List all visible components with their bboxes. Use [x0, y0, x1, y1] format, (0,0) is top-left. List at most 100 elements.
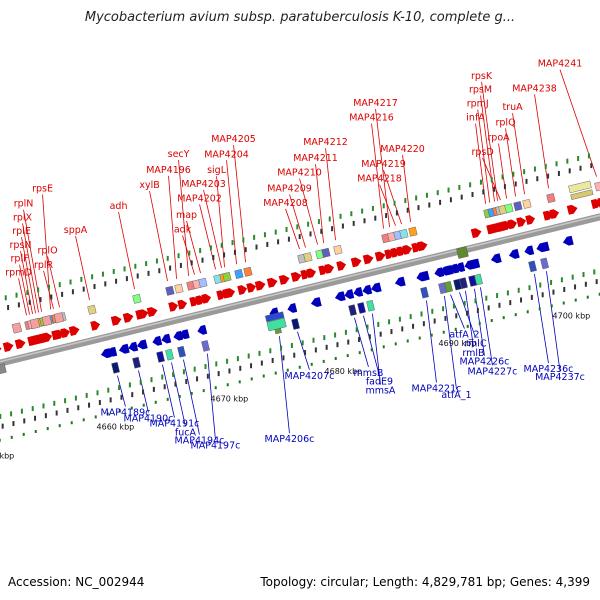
forward-gene-arrow [60, 328, 71, 339]
gene-label[interactable]: rplO [38, 245, 58, 256]
gene-label[interactable]: MAP4196 [146, 165, 191, 176]
forward-gene-arrow [306, 268, 317, 279]
track-dot [530, 294, 533, 300]
gene-label[interactable]: rpoA [487, 133, 510, 144]
track-dot [474, 298, 477, 304]
track-dot [525, 178, 528, 184]
gene-label[interactable]: MAP4206c [265, 434, 315, 445]
gene-label[interactable]: rmlB [462, 348, 484, 359]
gene-label[interactable]: MAP4227c [468, 366, 518, 377]
gene-label[interactable]: fucA [175, 427, 197, 438]
gene-label[interactable]: MAP4221c [412, 383, 462, 394]
gene-label[interactable]: MAP4241 [538, 59, 583, 70]
gene-label[interactable]: rplR [34, 260, 54, 271]
gene-label[interactable]: rpsE [32, 184, 53, 195]
gene-label[interactable]: MAP4197c [191, 441, 241, 452]
gene-label[interactable]: rpsM [469, 84, 492, 95]
gene-label[interactable]: mmsA [365, 386, 395, 397]
reverse-gene-arrow [310, 297, 322, 307]
gene-label[interactable]: MAP4216 [349, 113, 394, 124]
gene-label[interactable]: MAP4226c [460, 357, 510, 368]
gene-label[interactable]: rpmD [5, 267, 32, 278]
gene-label[interactable]: adk [174, 224, 192, 235]
gene-label[interactable]: rplN [14, 199, 34, 210]
track-dot [325, 344, 328, 350]
tick-label: 4690 kbp [439, 339, 477, 348]
gene-label[interactable]: MAP4189c [101, 408, 151, 419]
gene-label[interactable]: sppA [64, 225, 88, 236]
forward-gene-arrow [507, 219, 518, 230]
gene-label[interactable]: secY [168, 149, 190, 160]
label-connector [43, 270, 54, 309]
gene-label[interactable]: MAP4204 [204, 149, 249, 160]
gene-label[interactable]: MAP4205 [211, 134, 256, 145]
gene-label[interactable]: MAP4203 [181, 179, 226, 190]
gene-label[interactable]: MAP4238 [512, 83, 557, 94]
gene-label[interactable]: MAP4211 [293, 153, 338, 164]
gene-label[interactable]: MAP4194c [175, 436, 225, 447]
gene-label[interactable]: MAP4218 [357, 174, 402, 185]
gene-label[interactable]: atfA_2 [449, 330, 479, 341]
gene-label[interactable]: rpsN [10, 240, 32, 251]
track-dot [104, 281, 107, 287]
gene-label[interactable]: rmlC [464, 338, 487, 349]
gene-label[interactable]: rpsK [471, 71, 493, 82]
gene-label[interactable]: MAP4212 [303, 137, 348, 148]
backbone-line [0, 213, 600, 367]
gene-label[interactable]: mmsB [353, 368, 383, 379]
track-dot [31, 406, 34, 412]
gene-label[interactable]: atfA_1 [441, 390, 471, 401]
gene-label[interactable]: MAP4220 [380, 144, 425, 155]
track-dot [223, 252, 226, 258]
track-dot [496, 293, 499, 299]
tick-label: 4680 kbp [325, 367, 363, 376]
track-dot [88, 402, 91, 408]
track-dot [69, 279, 72, 285]
track-dot [134, 263, 137, 269]
track-dot [128, 382, 131, 388]
track-dot [4, 295, 7, 301]
gene-label[interactable]: map [176, 210, 197, 221]
gene-label[interactable]: MAP4219 [361, 159, 406, 170]
track-dot [595, 279, 598, 285]
forward-gene-block [568, 180, 592, 194]
forward-gene-block [222, 271, 232, 282]
ruler-tick [562, 301, 565, 305]
gene-label[interactable]: MAP4208 [263, 198, 308, 209]
ruler-tick [142, 403, 145, 407]
gene-label[interactable]: MAP4207c [285, 371, 335, 382]
track-dot [433, 318, 436, 324]
track-dot [61, 291, 64, 297]
gene-label[interactable]: MAP4191c [150, 419, 200, 430]
gene-label[interactable]: xylB [139, 180, 159, 191]
track-dot [431, 308, 434, 314]
gene-label[interactable]: MAP4217 [353, 98, 398, 109]
track-dot [393, 200, 396, 206]
gene-label[interactable]: MAP4210 [277, 168, 322, 179]
gene-label[interactable]: rplF [11, 254, 29, 265]
gene-label[interactable]: fadE9 [366, 377, 393, 388]
track-dot [12, 421, 15, 427]
gene-label[interactable]: rplQ [496, 117, 516, 128]
gene-label[interactable]: rplX [13, 212, 33, 223]
gene-label[interactable]: rpsD [471, 147, 493, 158]
track-dot [277, 239, 280, 245]
gene-label[interactable]: adh [110, 201, 128, 212]
track-dot [253, 234, 256, 240]
gene-label[interactable]: infA [466, 113, 485, 124]
gene-label[interactable]: MAP4236c [524, 364, 574, 375]
gene-label[interactable]: MAP4209 [267, 183, 312, 194]
gene-label[interactable]: rplE [12, 226, 31, 237]
track-dot [285, 226, 288, 232]
gene-label[interactable]: sigL [207, 165, 227, 176]
gene-label[interactable]: rpmJ [467, 99, 489, 110]
gene-label[interactable]: truA [502, 102, 523, 113]
reverse-gene-arrow [464, 259, 475, 270]
gene-label[interactable]: MAP4237c [535, 372, 585, 383]
gene-label[interactable]: MAP4202 [177, 193, 222, 204]
track-dot [112, 269, 115, 275]
track-dot [263, 232, 266, 238]
track-dot [193, 366, 196, 372]
gene-label[interactable]: MAP4190c [124, 413, 174, 424]
reverse-gene-block [177, 345, 186, 358]
